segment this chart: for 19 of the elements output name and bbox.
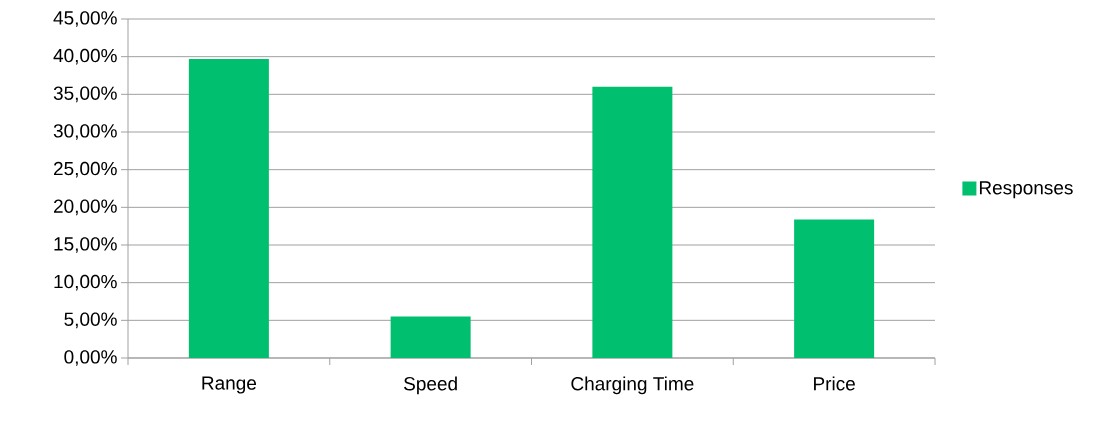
- x-tick-label: Range: [202, 376, 257, 394]
- y-tick-label: 5,00%: [64, 312, 117, 329]
- bar: [390, 316, 471, 358]
- x-tick-label: Speed: [404, 376, 457, 395]
- bar: [188, 58, 269, 358]
- y-tick-label: 0,00%: [64, 350, 117, 366]
- y-tick-label: 10,00%: [54, 274, 117, 291]
- x-tick-label: Charging Time: [571, 376, 694, 395]
- y-tick-label: 35,00%: [53, 86, 117, 103]
- y-tick-label: 30,00%: [53, 124, 117, 140]
- bar: [794, 219, 875, 358]
- y-tick-label: 25,00%: [53, 161, 117, 178]
- bar: [592, 86, 673, 358]
- y-tick-label: 20,00%: [53, 199, 117, 216]
- y-tick-label: 40,00%: [53, 48, 117, 65]
- y-tick-label: 45,00%: [53, 11, 117, 27]
- x-tick-label: Price: [814, 376, 855, 391]
- y-tick-label: 15,00%: [54, 237, 117, 253]
- legend-label: Responses: [979, 181, 1073, 199]
